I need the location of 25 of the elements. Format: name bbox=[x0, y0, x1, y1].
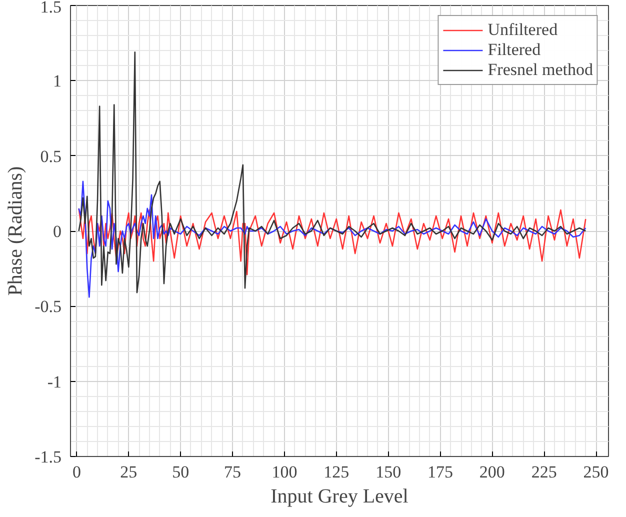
x-tick-label: 100 bbox=[272, 462, 298, 482]
x-tick-label: 225 bbox=[531, 462, 557, 482]
line-series bbox=[78, 180, 586, 298]
y-tick-label: 0.5 bbox=[40, 146, 62, 166]
legend-label: Fresnel method bbox=[488, 60, 593, 80]
y-tick-label: -0.5 bbox=[34, 297, 62, 316]
legend-label: Filtered bbox=[488, 40, 541, 60]
y-tick-label: 0 bbox=[53, 222, 62, 241]
y-tick-label: -1.5 bbox=[34, 448, 62, 466]
y-axis-title: Phase (Radians) bbox=[4, 166, 27, 296]
x-axis-title: Input Grey Level bbox=[270, 486, 409, 508]
legend-label: Unfiltered bbox=[488, 20, 558, 40]
y-tick-label: 1 bbox=[53, 72, 62, 91]
x-tick-label: 75 bbox=[224, 462, 242, 482]
x-tick-label: 50 bbox=[172, 462, 190, 482]
y-tick-label: -1 bbox=[47, 372, 62, 392]
y-tick-label: 1.5 bbox=[40, 0, 62, 16]
x-tick-label: 200 bbox=[479, 462, 505, 482]
x-tick-label: 175 bbox=[427, 462, 453, 482]
x-tick-label: 250 bbox=[583, 462, 609, 482]
line-series bbox=[78, 208, 586, 276]
x-tick-label: 25 bbox=[120, 462, 138, 482]
x-tick-label: 0 bbox=[72, 462, 81, 482]
x-tick-label: 125 bbox=[324, 462, 350, 482]
x-tick-label: 150 bbox=[376, 462, 402, 482]
